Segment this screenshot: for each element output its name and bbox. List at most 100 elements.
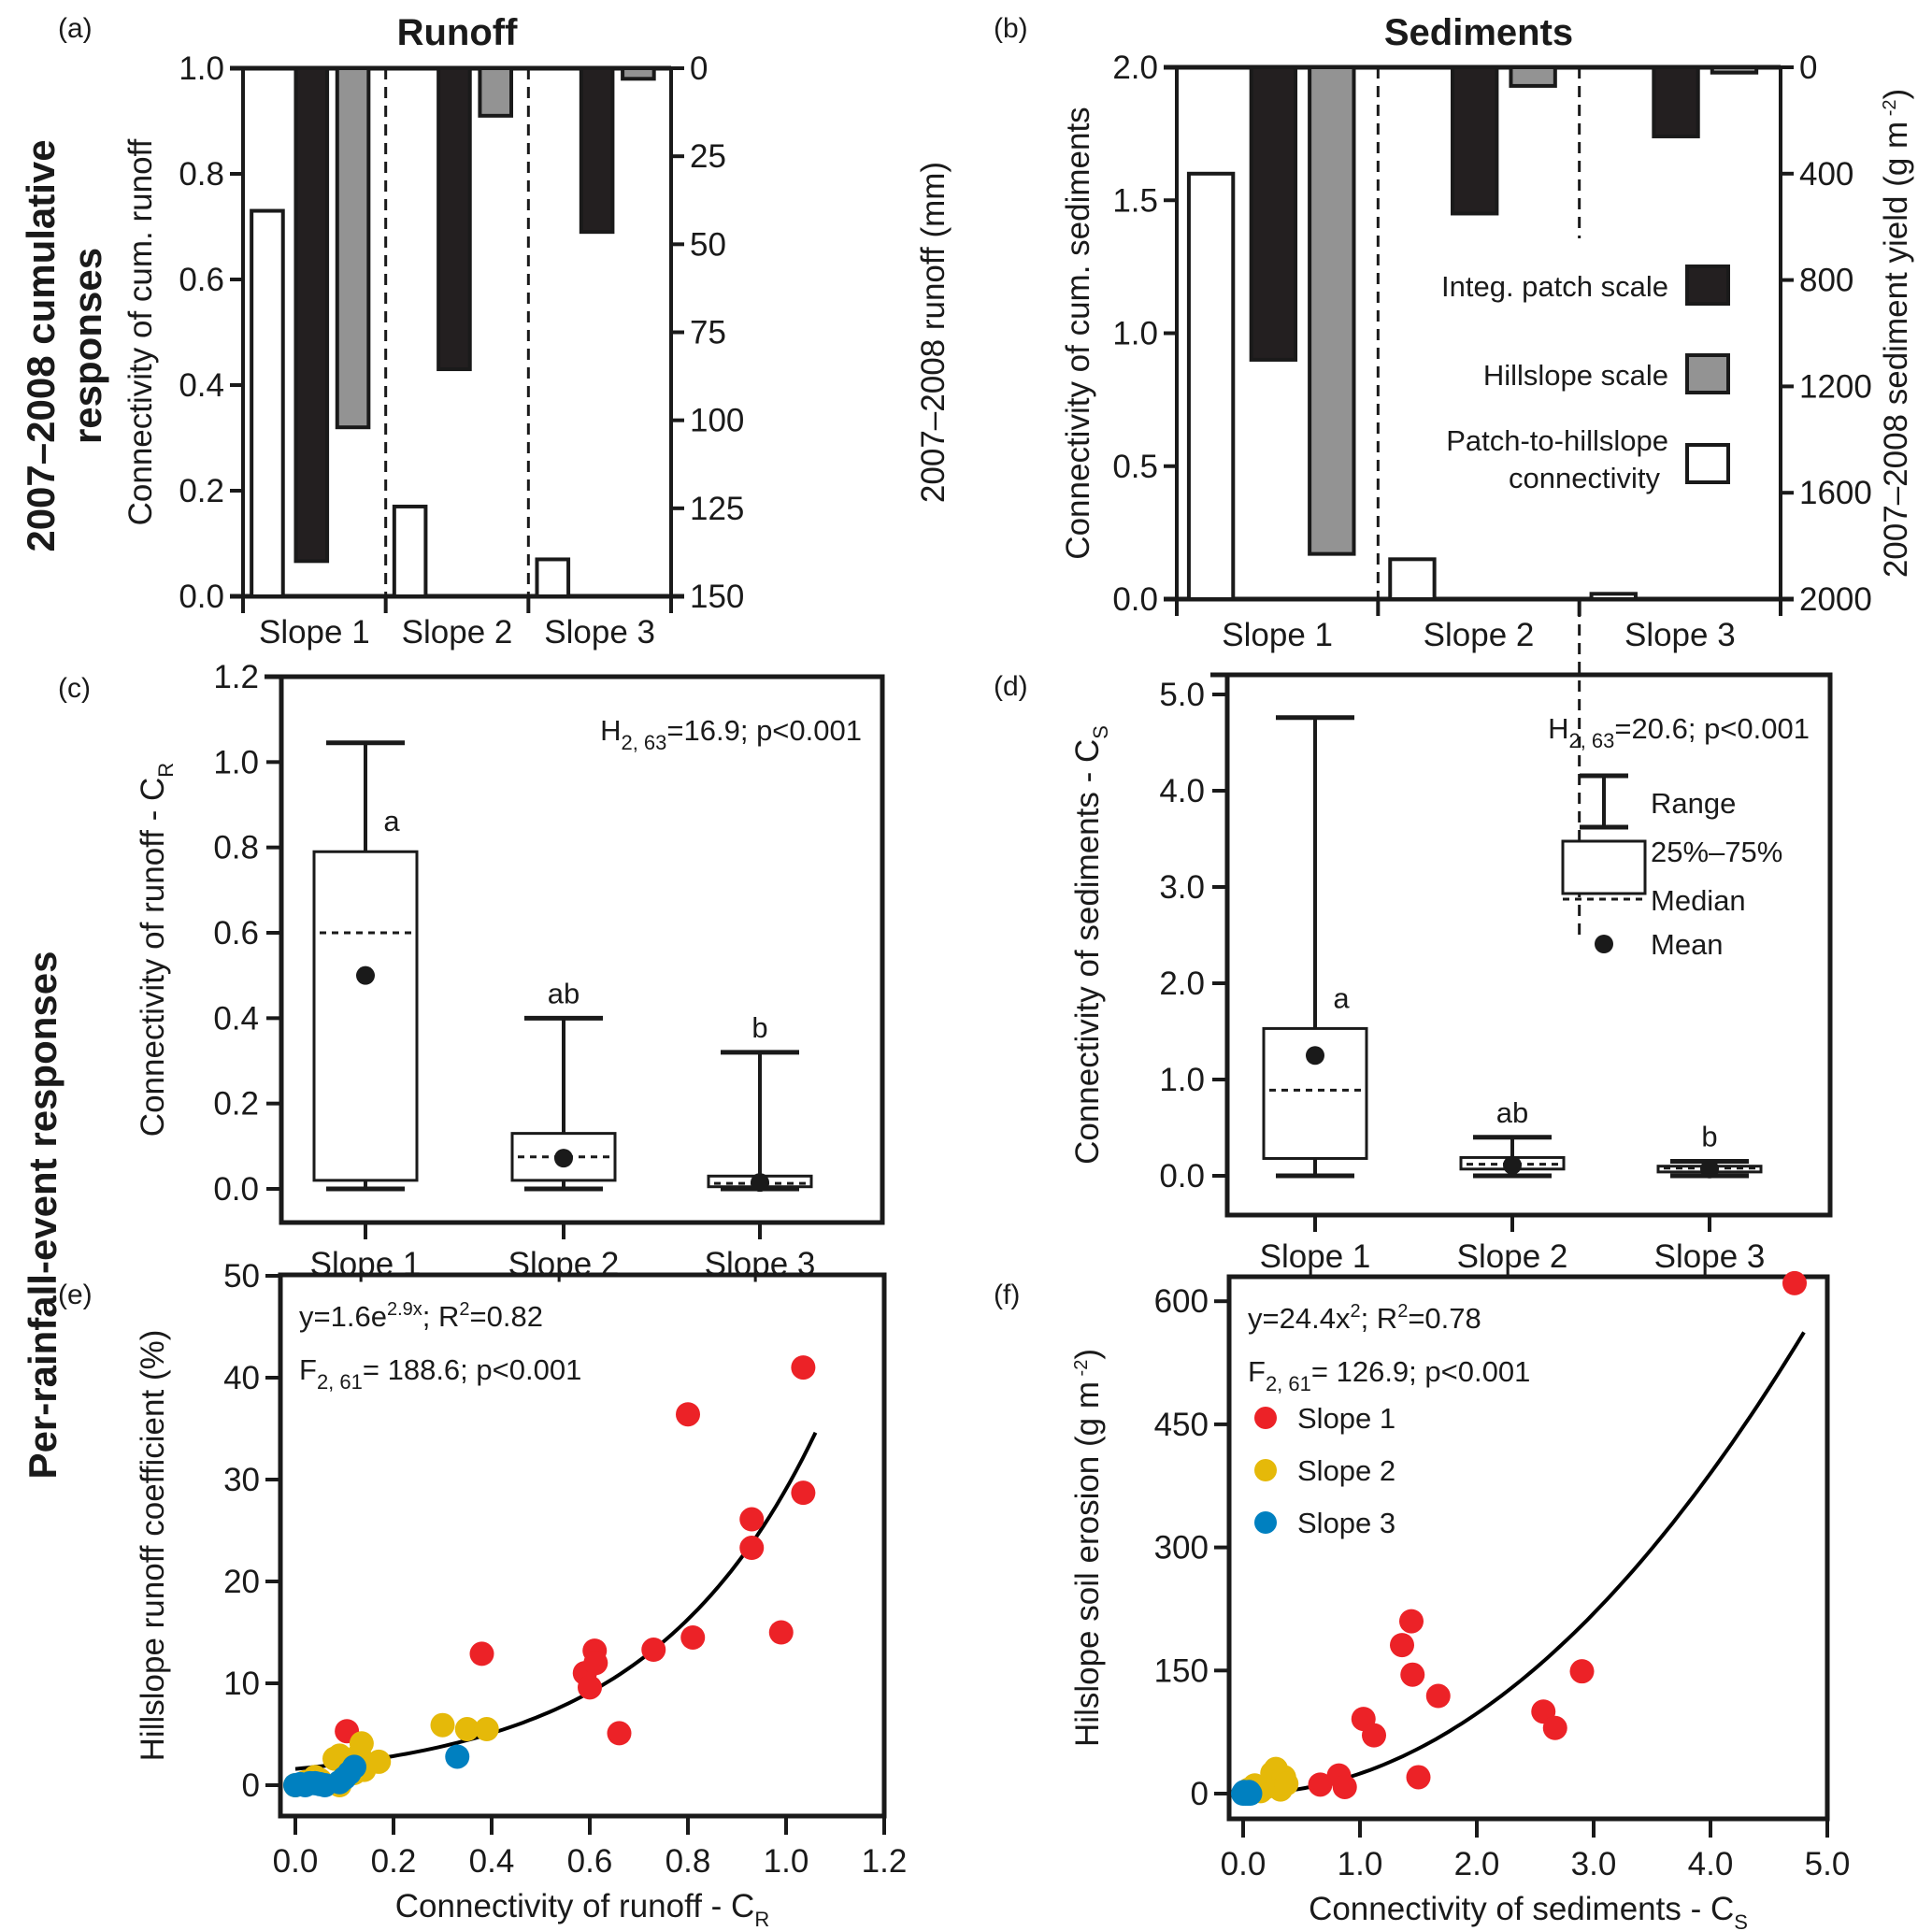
bar-hillslope-scale bbox=[335, 66, 371, 430]
legend-marker bbox=[1254, 1407, 1277, 1429]
x-tick-label: 3.0 bbox=[1571, 1846, 1617, 1882]
stat-annotation: H2, 63=16.9; p<0.001 bbox=[600, 714, 862, 754]
panel-letter: (d) bbox=[994, 671, 1028, 702]
y-tick-label: 1.0 bbox=[1112, 316, 1158, 352]
legend-box bbox=[1561, 839, 1647, 895]
row-label-top-line2: responses bbox=[65, 248, 109, 444]
panel-e-runoff-scatter: (e) 0.0 0.2 0.4 0.6 0.8 1.0 1.2 0 10 20 30 40 50 Conne… bbox=[58, 1258, 907, 1931]
data-point-slope-1 bbox=[1308, 1772, 1333, 1797]
data-point-slope-1 bbox=[1362, 1723, 1386, 1748]
data-point-slope-3 bbox=[445, 1744, 470, 1769]
data-point-slope-1 bbox=[469, 1641, 494, 1666]
legend-mean bbox=[1595, 935, 1613, 953]
panel-letter: (c) bbox=[58, 673, 91, 704]
data-point-slope-1 bbox=[1406, 1765, 1431, 1790]
x-tick-label: 0.0 bbox=[273, 1843, 319, 1880]
fit-curve bbox=[294, 1431, 818, 1771]
x-tick-label: 1.0 bbox=[1338, 1846, 1383, 1882]
significance-letter: a bbox=[383, 805, 400, 837]
x-tick-label: 0.2 bbox=[371, 1843, 417, 1880]
plot-frame bbox=[279, 674, 885, 1225]
fit-equation: y=24.4x2; R2=0.78 bbox=[1248, 1301, 1481, 1335]
data-point-slope-1 bbox=[1569, 1659, 1595, 1684]
x-tick-label: Slope 2 bbox=[402, 614, 513, 651]
x-tick-label: 0.8 bbox=[665, 1843, 711, 1880]
bar-hillslope-scale bbox=[621, 66, 656, 81]
data-point-slope-1 bbox=[607, 1721, 632, 1746]
data-point-slope-2 bbox=[430, 1712, 455, 1738]
stat-annotation: F2, 61= 126.9; p<0.001 bbox=[1248, 1355, 1530, 1395]
y-tick-label-right: 0 bbox=[1799, 50, 1817, 86]
y-tick-label: 600 bbox=[1154, 1283, 1209, 1320]
x-tick-label: Slope 1 bbox=[259, 614, 370, 651]
y-tick-label: 1.0 bbox=[1159, 1062, 1205, 1098]
y-tick-label-right: 1200 bbox=[1799, 368, 1872, 405]
y-tick-label: 10 bbox=[223, 1666, 260, 1702]
significance-letter: b bbox=[751, 1011, 767, 1044]
bar-hillslope-scale bbox=[1509, 65, 1557, 88]
panel-d-sediment-boxplot: (d) 0.0 1.0 2.0 3.0 4.0 5.0 Connectivity of sed… bbox=[994, 671, 1833, 1275]
y-tick-label: 50 bbox=[223, 1258, 260, 1294]
plot-frame bbox=[1224, 672, 1833, 1218]
x-tick-label: Slope 3 bbox=[1624, 617, 1736, 653]
bar-patch-to-hillslope-connectivity bbox=[535, 557, 571, 599]
y-tick-label: 30 bbox=[223, 1462, 260, 1498]
data-point-slope-1 bbox=[578, 1675, 602, 1700]
y-tick-label-right: 150 bbox=[690, 579, 744, 615]
stat-annotation: H2, 63=20.6; p<0.001 bbox=[1548, 712, 1810, 752]
data-point-slope-2 bbox=[366, 1749, 392, 1774]
y-tick-label: 40 bbox=[223, 1360, 260, 1396]
data-point-slope-1 bbox=[680, 1624, 706, 1650]
legend-label: Mean bbox=[1651, 928, 1724, 961]
y-tick-label: 1.0 bbox=[179, 50, 224, 87]
data-point-slope-3 bbox=[342, 1754, 366, 1780]
y-tick-label: 0.6 bbox=[213, 915, 259, 951]
x-tick-label: Slope 2 bbox=[1424, 617, 1535, 653]
y-tick-label: 1.0 bbox=[213, 744, 259, 780]
fit-curve bbox=[1278, 1331, 1806, 1795]
y-tick-label-right: 25 bbox=[690, 138, 726, 175]
data-point-slope-1 bbox=[641, 1638, 666, 1663]
significance-letter: b bbox=[1701, 1121, 1717, 1153]
y-tick-label: 0.0 bbox=[213, 1171, 259, 1208]
panel-letter: (b) bbox=[994, 13, 1028, 44]
legend-label: Slope 1 bbox=[1297, 1402, 1395, 1435]
y-tick-label: 0.4 bbox=[179, 367, 224, 404]
bar-integ-patch-scale bbox=[1451, 65, 1499, 216]
significance-letter: ab bbox=[548, 977, 580, 1009]
y-tick-label: 4.0 bbox=[1159, 773, 1205, 809]
data-point-slope-1 bbox=[676, 1402, 700, 1427]
bar-patch-to-hillslope-connectivity bbox=[250, 208, 285, 599]
y-tick-label: 0.6 bbox=[179, 262, 224, 298]
y-tick-label: 0.4 bbox=[213, 1000, 259, 1037]
y-tick-label-right: 800 bbox=[1799, 263, 1853, 299]
data-point-slope-1 bbox=[791, 1480, 816, 1506]
y-tick-label: 0.2 bbox=[179, 473, 224, 509]
y-axis-label: Hilslope soil erosion (g m -2) bbox=[1069, 1349, 1106, 1747]
y-axis-label: Connectivity of cum. sediments bbox=[1060, 107, 1096, 559]
data-point-slope-1 bbox=[1425, 1683, 1451, 1709]
legend-label: Patch-to-hillslope bbox=[1446, 424, 1668, 457]
data-point-slope-1 bbox=[791, 1355, 816, 1380]
data-point-slope-1 bbox=[1400, 1662, 1425, 1687]
legend-label: Range bbox=[1651, 787, 1736, 820]
mean-marker bbox=[554, 1149, 573, 1168]
y-tick-label-right: 2000 bbox=[1799, 581, 1872, 618]
y-tick-label: 150 bbox=[1154, 1652, 1209, 1689]
bar-hillslope-scale bbox=[1710, 65, 1759, 75]
x-tick-label: 5.0 bbox=[1805, 1846, 1851, 1882]
legend-label: connectivity bbox=[1509, 462, 1660, 494]
y-tick-label: 20 bbox=[223, 1564, 260, 1600]
y-tick-label: 5.0 bbox=[1159, 677, 1205, 713]
data-point-slope-1 bbox=[1332, 1774, 1357, 1799]
y-axis-label-right: 2007–2008 runoff (mm) bbox=[915, 162, 952, 503]
panel-title: Sediments bbox=[1384, 12, 1573, 53]
y-tick-label: 1.5 bbox=[1112, 182, 1158, 219]
x-tick-label: 0.0 bbox=[1221, 1846, 1267, 1882]
y-axis-label: Hillslope runoff coefficient (%) bbox=[135, 1330, 171, 1762]
data-point-slope-1 bbox=[739, 1536, 765, 1561]
panel-letter: (a) bbox=[58, 13, 93, 44]
y-tick-label: 300 bbox=[1154, 1530, 1209, 1566]
bar-integ-patch-scale bbox=[436, 66, 472, 372]
y-tick-label: 0.2 bbox=[213, 1086, 259, 1123]
